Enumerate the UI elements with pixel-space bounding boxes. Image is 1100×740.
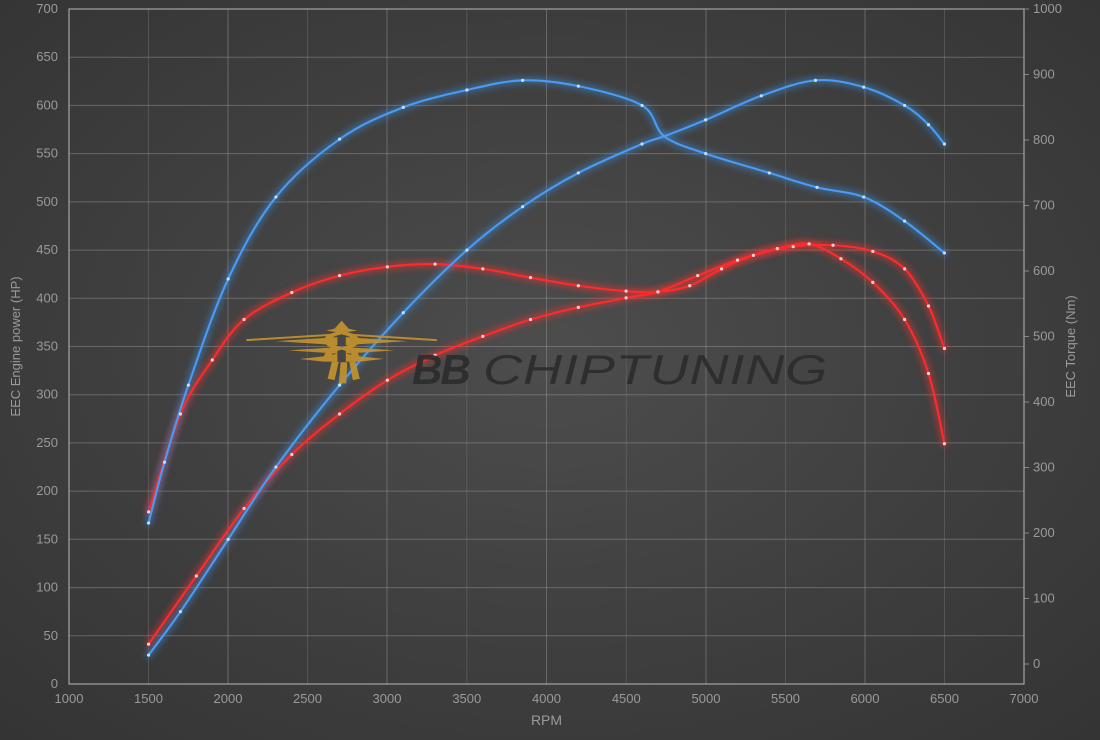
svg-text:500: 500 <box>36 194 58 209</box>
svg-text:RPM: RPM <box>531 712 562 728</box>
svg-text:250: 250 <box>36 435 58 450</box>
svg-text:1500: 1500 <box>134 691 163 706</box>
svg-text:650: 650 <box>36 49 58 64</box>
svg-text:1000: 1000 <box>1033 1 1062 16</box>
svg-text:3000: 3000 <box>373 691 402 706</box>
svg-text:CHIPTUNING: CHIPTUNING <box>483 346 828 393</box>
svg-text:2000: 2000 <box>214 691 243 706</box>
svg-text:0: 0 <box>1033 656 1040 671</box>
svg-text:6500: 6500 <box>930 691 959 706</box>
svg-text:150: 150 <box>36 531 58 546</box>
svg-text:1000: 1000 <box>55 691 84 706</box>
svg-text:50: 50 <box>44 628 58 643</box>
svg-text:300: 300 <box>36 387 58 402</box>
svg-text:EEC Torque (Nm): EEC Torque (Nm) <box>1063 295 1078 397</box>
svg-text:300: 300 <box>1033 460 1055 475</box>
svg-text:600: 600 <box>1033 263 1055 278</box>
svg-text:3500: 3500 <box>452 691 481 706</box>
svg-text:200: 200 <box>1033 525 1055 540</box>
svg-text:500: 500 <box>1033 329 1055 344</box>
svg-text:0: 0 <box>51 676 58 691</box>
svg-text:450: 450 <box>36 242 58 257</box>
svg-text:400: 400 <box>1033 394 1055 409</box>
svg-text:550: 550 <box>36 146 58 161</box>
svg-text:5000: 5000 <box>692 691 721 706</box>
svg-text:400: 400 <box>36 290 58 305</box>
svg-text:EEC Engine power (HP): EEC Engine power (HP) <box>8 276 23 416</box>
svg-text:5500: 5500 <box>771 691 800 706</box>
svg-text:800: 800 <box>1033 132 1055 147</box>
svg-text:700: 700 <box>1033 198 1055 213</box>
svg-text:600: 600 <box>36 97 58 112</box>
svg-text:350: 350 <box>36 339 58 354</box>
svg-text:700: 700 <box>36 1 58 16</box>
svg-text:4000: 4000 <box>532 691 561 706</box>
svg-text:900: 900 <box>1033 67 1055 82</box>
svg-text:100: 100 <box>36 580 58 595</box>
svg-text:200: 200 <box>36 483 58 498</box>
svg-text:100: 100 <box>1033 591 1055 606</box>
svg-text:7000: 7000 <box>1010 691 1039 706</box>
svg-text:4500: 4500 <box>612 691 641 706</box>
svg-text:2500: 2500 <box>293 691 322 706</box>
svg-text:6000: 6000 <box>851 691 880 706</box>
svg-text:BB: BB <box>412 346 469 393</box>
